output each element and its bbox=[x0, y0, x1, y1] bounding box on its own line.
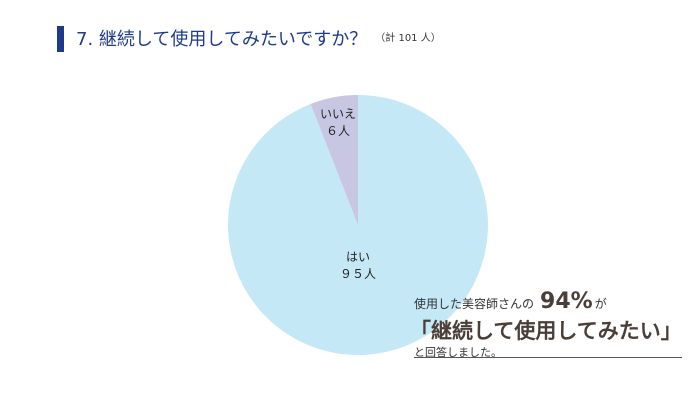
question-title-text: 7. 継続して使用してみたいですか？ bbox=[76, 29, 368, 50]
respondent-count: （計 101 人） bbox=[375, 33, 441, 44]
slice-label-hai-name: はい bbox=[345, 250, 370, 264]
question-accent-bar bbox=[57, 26, 64, 52]
summary-callout: 使用した美容師さんの 94% が 「継続して使用してみたい」 と回答しました。 bbox=[410, 288, 682, 362]
slice-label-hai-value: ９５人 bbox=[339, 267, 376, 281]
slice-label-hai: はい ９５人 bbox=[328, 249, 388, 283]
pie-slice-iie bbox=[310, 95, 358, 225]
callout-line1: 使用した美容師さんの 94% が bbox=[414, 288, 682, 318]
callout-footer: と回答しました。 bbox=[414, 346, 502, 359]
slice-label-iie: いいえ ６人 bbox=[318, 106, 358, 140]
callout-suffix: が bbox=[594, 297, 607, 311]
callout-prefix: 使用した美容師さんの bbox=[414, 297, 535, 311]
slice-label-iie-value: ６人 bbox=[325, 124, 350, 138]
callout-percent: 94% bbox=[540, 289, 593, 314]
callout-headline: 「継続して使用してみたい」 bbox=[410, 319, 682, 343]
slice-label-iie-name: いいえ bbox=[319, 107, 356, 121]
callout-underline bbox=[414, 357, 682, 358]
question-title: 7. 継続して使用してみたいですか？ （計 101 人） bbox=[76, 27, 441, 52]
